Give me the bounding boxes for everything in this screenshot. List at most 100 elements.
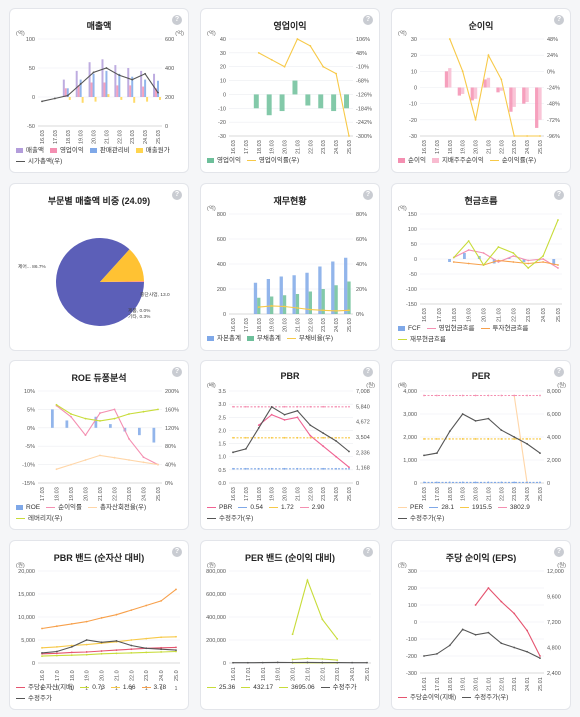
legend-item[interactable]: 2.90 [299,503,324,513]
help-icon[interactable]: ? [363,15,373,25]
legend-item[interactable]: 투자현금흐름 [480,324,528,334]
legend-item[interactable]: 영업이익률(우) [246,156,299,166]
y-tick-label: 0 [223,661,226,667]
legend-item[interactable]: 총자산회전율(우) [88,503,146,513]
chart-title: PER 밴드 (순이익 대비) [245,553,335,563]
legend-swatch [398,325,405,331]
legend-item[interactable]: 수정주가(우) [462,693,508,703]
legend-item[interactable]: 재무현금흐름 [398,335,446,345]
legend-swatch [426,327,436,329]
legend-item[interactable]: 수정주가(우) [398,514,444,524]
legend-item[interactable]: 3802.9 [497,503,530,513]
legend-item[interactable]: 28.1 [429,503,454,513]
legend-item[interactable]: 판매관리비 [89,146,130,156]
legend-item[interactable]: 매출원가 [135,146,170,156]
help-icon[interactable]: ? [172,15,182,25]
legend-item[interactable]: 순이익 [398,156,426,166]
x-tick: 17.03 [437,308,443,322]
x-tick: 22.03 [308,487,314,501]
x-tick: 16.03 [231,487,237,501]
chart-legend: 영업이익 영업이익률(우) [207,156,373,167]
legend-item[interactable]: 1.72 [269,503,294,513]
x-tick-label: 17.03 [435,487,441,501]
help-icon[interactable]: ? [363,547,373,557]
help-icon[interactable]: ? [363,190,373,200]
point-1-7 [322,467,325,470]
bar-1-7 [512,87,516,107]
legend-item[interactable]: 지배주주순이익 [431,156,484,166]
help-icon[interactable]: ? [172,547,182,557]
x-tick: 23.03 [526,308,532,322]
legend-item[interactable]: 부채비율(우) [286,334,333,344]
legend-item[interactable]: 3695.06 [279,683,315,693]
legend-item[interactable]: 순이익률 [46,503,82,513]
legend-item[interactable]: 1915.5 [460,503,492,513]
legend-item[interactable]: 수정주가(우) [207,514,253,524]
legend-item[interactable]: 시가총액(우) [16,157,62,167]
x-tick-label: 23.03 [130,130,136,144]
legend-item[interactable]: 0.54 [238,503,263,513]
legend-item[interactable]: PBR [207,503,232,513]
x-tick: 20.03 [474,487,480,501]
legend-item[interactable]: 주당순자산(지배) [16,683,74,693]
x-tick-label: 23.01 [335,667,341,681]
legend-item[interactable]: 수정주가 [16,694,52,704]
legend-swatch [141,686,151,688]
legend-item[interactable]: 432.17 [241,683,273,693]
x-tick-label: 25.03 [538,140,544,154]
x-tick: 18.01 [448,677,454,691]
x-tick-label: 24.03 [334,140,340,154]
x-tick-label: 20.0 [100,670,106,681]
legend-item[interactable]: 1.66 [110,683,136,693]
legend-item[interactable]: 영업이익 [207,156,241,166]
legend-item[interactable]: ROE [16,503,40,513]
legend-item[interactable]: 3.78 [141,683,166,693]
bar-0-9 [344,257,348,314]
legend-swatch [16,697,25,699]
legend-item[interactable]: 레버리지(우) [16,514,62,524]
chart-title: PBR 밴드 (순자산 대비) [53,553,145,563]
y-tick-label: 15,000 [18,592,35,598]
help-icon[interactable]: ? [554,367,564,377]
legend-item[interactable]: 자본총계 [207,334,241,344]
x-tick-label: 23.03 [321,318,327,332]
help-icon[interactable]: ? [363,367,373,377]
bar-1-3 [461,87,465,94]
y2-tick-label: -184% [356,106,372,112]
legend-swatch [460,506,470,508]
bar-0-9 [552,259,556,265]
legend-label: 수정주가(우) [219,515,254,522]
x-tick-label: 17.03 [435,140,441,154]
legend-label: 영업이익 [59,147,84,154]
x-tick-label: 19.03 [461,487,467,501]
series-line-3 [41,588,177,630]
help-icon[interactable]: ? [554,15,564,25]
y-tick-label: -50 [409,272,417,278]
help-icon[interactable]: ? [554,190,564,200]
legend-item[interactable]: 0.73 [80,683,105,693]
chart-card-7: PBR? (배) (원) 3.5 3.0 2.5 2.0 1.5 1.0 0.5 0.0 7,008 5… [200,360,380,530]
legend-item[interactable]: 영업현금흐름 [426,324,475,334]
legend-item[interactable]: 25.36 [207,683,235,693]
y-tick-label: -5% [25,444,35,450]
y2-tick-label: 6,000 [547,412,561,418]
legend-item[interactable]: FCF [398,324,421,334]
legend-item[interactable]: 부채총계 [246,334,281,344]
bar-1-5 [486,77,491,88]
bar-0-7 [318,94,324,109]
legend-item[interactable]: 수정주가 [320,683,357,693]
help-icon[interactable]: ? [172,367,182,377]
help-icon[interactable]: ? [172,190,182,200]
bar-0-8 [522,87,526,104]
legend-item[interactable]: 매출액 [16,146,44,156]
x-tick-label: 16.0 [40,670,46,681]
legend-item[interactable]: 순이익률(우) [489,156,536,166]
y2-tick-label: 40% [165,463,176,469]
legend-item[interactable]: 주당순이익(지배) [398,693,456,703]
help-icon[interactable]: ? [554,547,564,557]
x-tick-label: 23.03 [512,487,518,501]
legend-item[interactable]: PER [398,503,423,513]
series-line-0 [258,414,350,468]
legend-item[interactable]: 영업이익 [49,146,84,156]
